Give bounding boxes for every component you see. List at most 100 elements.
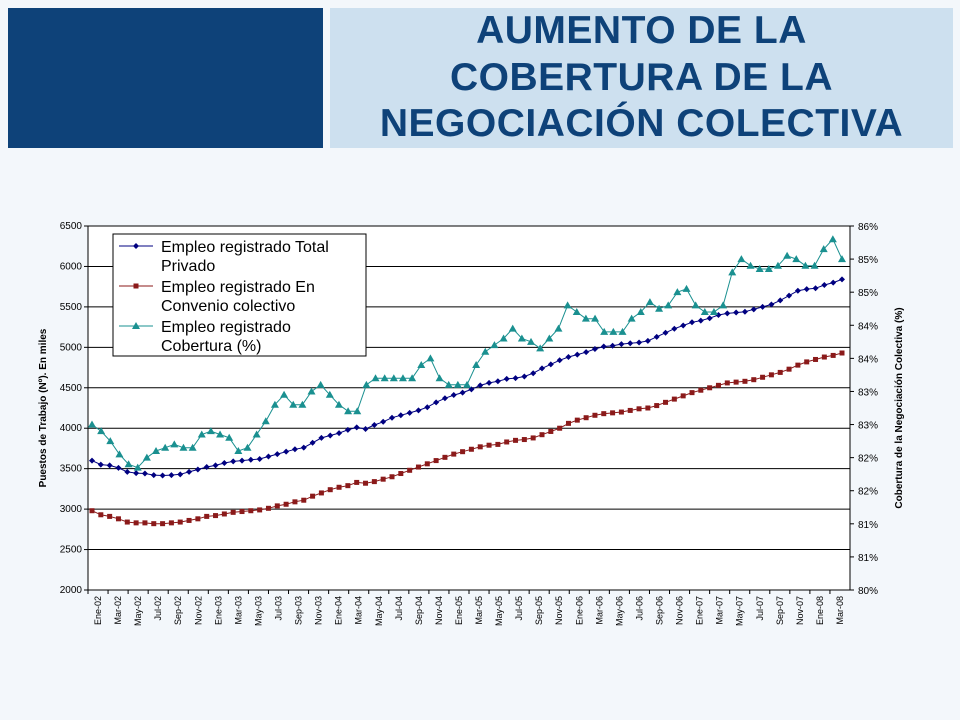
- data-point: [124, 460, 133, 468]
- data-point: [362, 426, 369, 433]
- legend-label: Privado: [161, 258, 215, 275]
- data-point: [495, 441, 501, 447]
- data-point: [213, 513, 219, 519]
- x-tick-label: Jul-02: [153, 596, 163, 621]
- data-point: [777, 297, 784, 304]
- data-point: [398, 374, 407, 382]
- data-point: [574, 417, 580, 423]
- data-point: [307, 387, 316, 395]
- y-tick-label: 6500: [60, 221, 83, 232]
- y-tick-label: 3000: [60, 504, 83, 515]
- data-point: [159, 472, 166, 479]
- data-point: [517, 334, 526, 342]
- x-tick-label: Nov-05: [554, 596, 564, 625]
- page-title-line: AUMENTO DE LA: [476, 8, 807, 52]
- data-point: [618, 341, 625, 348]
- data-point: [810, 261, 819, 269]
- data-point: [574, 351, 581, 358]
- x-tick-label: Ene-02: [93, 596, 103, 625]
- data-point: [591, 314, 600, 322]
- data-point: [106, 462, 113, 469]
- data-point: [188, 443, 197, 451]
- data-point: [152, 447, 161, 455]
- data-point: [698, 387, 704, 393]
- series-1: [89, 276, 845, 479]
- data-point: [380, 418, 387, 425]
- data-point: [234, 447, 243, 455]
- x-tick-label: Ene-07: [695, 596, 705, 625]
- data-point: [221, 460, 228, 467]
- data-point: [327, 432, 334, 439]
- data-point: [354, 479, 360, 485]
- data-point: [433, 399, 440, 406]
- data-point: [463, 380, 471, 388]
- data-point: [530, 435, 536, 441]
- data-point: [689, 390, 695, 396]
- data-point: [415, 464, 421, 470]
- data-point: [160, 521, 166, 527]
- data-point: [481, 347, 490, 355]
- x-tick-label: Mar-05: [474, 596, 484, 625]
- data-point: [499, 334, 508, 342]
- data-point: [206, 427, 215, 435]
- data-point: [177, 471, 184, 478]
- data-point: [161, 443, 170, 451]
- data-point: [239, 457, 245, 464]
- header-accent-block: [8, 8, 323, 148]
- data-point: [124, 468, 131, 475]
- data-point: [563, 301, 572, 309]
- data-point: [591, 345, 598, 352]
- data-point: [195, 516, 201, 522]
- data-point: [460, 449, 466, 455]
- data-point: [168, 472, 175, 479]
- legend-item: Empleo registrado Cobertura (%): [119, 319, 291, 355]
- data-point: [794, 287, 801, 294]
- legend-label: Cobertura (%): [161, 338, 261, 355]
- y-tick-label: 2000: [60, 585, 83, 596]
- y2-tick-label: 83%: [858, 421, 878, 432]
- data-point: [115, 450, 124, 458]
- data-point: [828, 235, 837, 243]
- data-point: [486, 379, 493, 386]
- data-point: [270, 400, 279, 408]
- legend-label: Empleo registrado En: [161, 279, 315, 296]
- y-tick-label: 4500: [60, 383, 83, 394]
- data-point: [336, 430, 343, 437]
- data-point: [274, 503, 280, 509]
- data-point: [663, 399, 669, 405]
- data-point: [536, 344, 545, 352]
- data-point: [486, 442, 492, 448]
- data-point: [371, 421, 378, 428]
- data-point: [115, 516, 121, 522]
- data-point: [547, 361, 554, 368]
- data-point: [97, 461, 104, 468]
- y2-tick-label: 81%: [858, 553, 878, 564]
- data-point: [265, 505, 271, 511]
- data-point: [627, 314, 636, 322]
- x-tick-label: Ene-05: [454, 596, 464, 625]
- data-point: [133, 463, 142, 471]
- data-point: [186, 517, 192, 523]
- data-point: [371, 479, 377, 485]
- data-point: [513, 437, 519, 443]
- x-tick-label: Ene-08: [815, 596, 825, 625]
- data-point: [803, 286, 810, 293]
- data-point: [424, 404, 431, 411]
- data-point: [609, 342, 616, 349]
- data-point: [265, 453, 272, 460]
- data-point: [252, 430, 261, 438]
- data-point: [230, 458, 237, 465]
- data-point: [601, 411, 607, 417]
- data-point: [671, 396, 677, 402]
- data-point: [89, 508, 95, 514]
- data-point: [300, 444, 307, 451]
- data-point: [565, 354, 572, 361]
- data-point: [700, 308, 709, 316]
- data-point: [344, 426, 351, 433]
- data-point: [600, 327, 609, 335]
- y-tick-label: 4000: [60, 423, 83, 434]
- x-tick-label: Nov-04: [434, 596, 444, 625]
- data-point: [243, 443, 252, 451]
- data-point: [468, 446, 474, 452]
- y-tick-label: 6000: [60, 261, 83, 272]
